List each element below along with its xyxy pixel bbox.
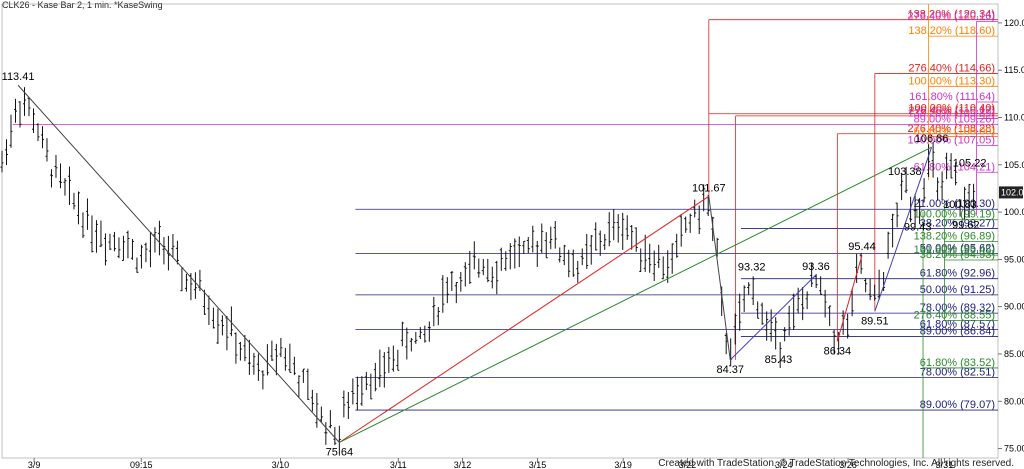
swing-label: 86.34 — [824, 345, 852, 357]
x-tick-label: 3/24 — [775, 460, 793, 469]
fib-level-label: 89.00% (86.84) — [920, 326, 995, 338]
x-axis: 3/9 09:15 3/10 3/11 3/12 3/15 3/19 3/22 3/24 3/26… — [28, 458, 953, 469]
fib-level-label: 89.00% (79.07) — [920, 399, 995, 411]
swing-label: 99.43 — [904, 221, 932, 233]
swing-label: 95.44 — [848, 241, 876, 253]
swing-label: 85.43 — [765, 354, 793, 366]
y-tick-label: 95.00 — [1004, 254, 1024, 264]
fib-level-label: 38.20% (98.27) — [920, 217, 995, 229]
fib-level-label: 21.00% (100.30) — [914, 198, 995, 210]
fib-level-label: 138.20% (120.34) — [908, 9, 995, 21]
x-tick-label: 3/10 — [272, 460, 290, 469]
x-tick-label: 3/19 — [614, 460, 632, 469]
trend-line — [729, 274, 817, 361]
last-price-badge — [999, 186, 1023, 199]
swing-label: 100.83 — [943, 199, 977, 211]
y-tick-label: 75.00 — [1004, 444, 1024, 454]
swing-labels: 113.41 75.64 101.67 84.37 93.32 85.43 93.36 86.… — [2, 71, 987, 458]
swing-label: 103.38 — [888, 166, 922, 178]
fib-level-label: 138.20% (96.89) — [914, 230, 995, 242]
fib-level-label: 276.40% (110.17) — [908, 105, 995, 117]
fib-level-label: 61.80% (83.52) — [920, 357, 995, 369]
chart-title: CLK26 - Kase Bar 2, 1 min. *KaseSwing — [2, 0, 163, 10]
fib-level-label: 78.00% (82.51) — [920, 367, 995, 379]
swing-label: 89.51 — [861, 315, 889, 327]
y-tick-label: 85.00 — [1004, 349, 1024, 359]
y-axis: 75.00 80.00 85.00 90.00 95.00 100.00 105.00 110… — [998, 18, 1024, 454]
fib-level-label: 78.00% (89.32) — [920, 302, 995, 314]
swing-label: 75.64 — [326, 446, 354, 458]
fib-level-label: 276.40% (114.66) — [908, 62, 995, 74]
fib-level-label: 100.00% (113.30) — [908, 75, 995, 87]
x-tick-label: 3/15 — [529, 460, 547, 469]
fib-level-label: 89.00% (109.26) — [914, 113, 995, 125]
y-tick-label: 90.00 — [1004, 302, 1024, 312]
swing-label: 105.22 — [953, 158, 987, 170]
fib-level-label: 61.80% (87.57) — [920, 319, 995, 331]
swing-label: 113.41 — [2, 71, 35, 83]
swing-label: 84.37 — [716, 364, 744, 376]
price-bars — [0, 87, 976, 455]
trend-line — [836, 255, 863, 342]
fib-level-label: 100.00% (110.40) — [908, 103, 995, 115]
fib-level-label: 100.00% (99.19) — [914, 209, 995, 221]
gridlines — [1, 3, 999, 459]
footer-credit: Created with TradeStation. © TradeStatio… — [658, 458, 1014, 469]
trend-lines — [17, 84, 933, 443]
fib-level-label: 276.40% (108.28) — [908, 123, 995, 135]
y-tick-label: 105.00 — [1004, 160, 1024, 170]
last-price-label: 102.08 — [1001, 187, 1024, 197]
fib-levels: 89.00% (109.26) 21.00% (100.30) 38.20% (98… — [12, 9, 998, 411]
fib-vertical-guides — [708, 4, 977, 458]
plot-frame — [1, 3, 999, 459]
x-tick-label: 3/11 — [390, 460, 407, 469]
x-tick-label: 09:15 — [130, 460, 153, 469]
fib-level-label: 61.80% (108.00) — [914, 125, 995, 137]
x-tick-label: 3/31 — [936, 460, 954, 469]
fib-level-label: 50.00% (95.62) — [920, 243, 995, 255]
trend-line — [339, 195, 710, 443]
fib-level-label: 138.20% (118.60) — [908, 25, 995, 37]
trend-line — [874, 147, 933, 312]
fib-level-label: 50.00% (91.25) — [920, 284, 995, 296]
trend-line — [339, 146, 932, 443]
swing-label: 93.32 — [738, 261, 766, 273]
swing-label: 101.67 — [692, 182, 726, 194]
fib-level-label: 38.20% (94.93) — [920, 249, 995, 261]
fib-level-label: 138.20% (109.89) — [908, 108, 995, 120]
fib-level-label: 161.80% (111.64) — [909, 91, 995, 103]
fib-level-label: 276.40% (88.55) — [914, 309, 995, 321]
fib-level-label: 100.00% (107.05) — [908, 134, 995, 146]
y-tick-label: 80.00 — [1004, 396, 1024, 406]
swing-label: 93.36 — [802, 261, 830, 273]
trend-line — [708, 196, 731, 360]
y-tick-label: 120.00 — [1004, 18, 1024, 28]
fib-level-label: 61.80% (104.21) — [914, 161, 995, 173]
x-tick-label: 3/22 — [679, 460, 697, 469]
fib-level-label: 61.80% (92.96) — [920, 268, 995, 280]
swing-label: 106.86 — [915, 133, 949, 145]
trend-line — [17, 84, 340, 443]
y-tick-label: 110.00 — [1004, 113, 1024, 123]
fib-level-label: 276.40% (120.16) — [908, 10, 995, 22]
swing-label: 99.62 — [952, 220, 980, 232]
y-tick-label: 100.00 — [1004, 207, 1024, 217]
x-tick-label: 3/26 — [839, 460, 857, 469]
fib-level-label: 161.80% (95.45) — [914, 244, 995, 256]
x-tick-label: 3/9 — [28, 460, 41, 469]
y-tick-label: 115.00 — [1004, 65, 1024, 75]
x-tick-label: 3/12 — [454, 460, 472, 469]
